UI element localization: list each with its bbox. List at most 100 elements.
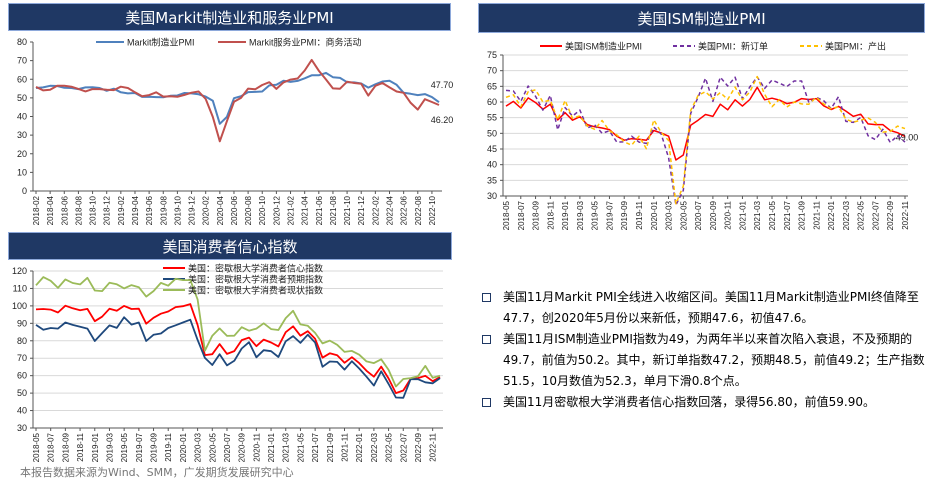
x-tick-label: 2019-03 [105, 432, 114, 462]
x-tick-label: 2022-03 [842, 200, 851, 230]
x-tick-label: 2021-12 [357, 195, 366, 225]
x-tick-label: 2020-10 [258, 195, 267, 225]
y-tick-label: 75 [487, 50, 497, 60]
y-tick-label: 50 [487, 128, 497, 138]
x-tick-label: 2019-11 [635, 200, 644, 229]
x-tick-label: 2020-11 [252, 432, 261, 461]
x-tick-label: 2022-07 [871, 200, 880, 230]
note-consumer: 美国11月密歇根大学消费者信心指数回落，录得56.80，前值59.90。 [480, 392, 925, 413]
y-tick-label: 120 [12, 266, 27, 276]
x-tick-label: 2019-01 [91, 432, 100, 462]
x-tick-label: 2020-12 [272, 195, 281, 225]
y-tick-label: 35 [487, 175, 497, 185]
x-tick-label: 2019-03 [576, 200, 585, 230]
x-tick-label: 2019-07 [135, 432, 144, 462]
x-tick-label: 2022-11 [901, 200, 910, 229]
x-tick-label: 2018-07 [517, 200, 526, 230]
series-line-1 [35, 58, 440, 143]
series-line-1 [505, 76, 906, 206]
x-tick-label: 2020-04 [216, 195, 225, 225]
x-tick-label: 2022-05 [857, 200, 866, 230]
y-tick-label: 80 [17, 336, 27, 346]
x-tick-label: 2020-03 [194, 432, 203, 462]
x-tick-label: 2019-01 [561, 200, 570, 230]
note-text: 美国11月ISM制造业PMI指数为49，为两年半以来首次陷入衰退，不及预期的49… [503, 332, 925, 388]
commentary-list: 美国11月Markit PMI全线进入收缩区间。美国11月Markit制造业PM… [480, 287, 925, 413]
x-tick-label: 2021-06 [315, 195, 324, 225]
y-tick-label: 55 [487, 113, 497, 123]
series-line-1 [35, 316, 441, 399]
x-tick-label: 2022-06 [400, 195, 409, 225]
x-tick-label: 2022-04 [386, 195, 395, 225]
x-tick-label: 2022-09 [414, 432, 423, 462]
x-tick-label: 2020-08 [244, 195, 253, 225]
note-ism: 美国11月ISM制造业PMI指数为49，为两年半以来首次陷入衰退，不及预期的49… [480, 329, 925, 392]
x-tick-label: 2021-09 [798, 200, 807, 230]
y-tick-label: 60 [487, 97, 497, 107]
x-tick-label: 2021-10 [343, 195, 352, 225]
x-tick-label: 2018-11 [76, 432, 85, 461]
x-tick-label: 2022-10 [428, 195, 437, 225]
chart-title-ism: 美国ISM制造业PMI [478, 3, 925, 33]
legend-label: 美国ISM制造业PMI [565, 41, 642, 52]
series-line-2 [35, 276, 441, 388]
x-tick-label: 2020-05 [679, 200, 688, 230]
y-tick-label: 60 [17, 371, 27, 381]
square-bullet-icon [482, 293, 491, 302]
x-tick-label: 2018-05 [502, 200, 511, 230]
x-tick-label: 2022-01 [827, 200, 836, 230]
x-tick-label: 2019-10 [173, 195, 182, 225]
legend-label: 美国：密歇根大学消费者信心指数 [188, 263, 323, 274]
x-tick-label: 2022-07 [399, 432, 408, 462]
y-tick-label: 40 [17, 112, 27, 122]
series-line-0 [505, 86, 906, 161]
x-tick-label: 2018-04 [46, 195, 55, 225]
x-tick-label: 2020-11 [724, 200, 733, 229]
x-tick-label: 2020-09 [238, 432, 247, 462]
note-markit: 美国11月Markit PMI全线进入收缩区间。美国11月Markit制造业PM… [480, 287, 925, 329]
x-tick-label: 2022-11 [429, 432, 438, 461]
series-line-2 [505, 75, 906, 205]
series-line-0 [35, 71, 440, 125]
y-tick-label: 40 [17, 406, 27, 416]
x-tick-label: 2018-12 [103, 195, 112, 225]
y-tick-label: 20 [17, 149, 27, 159]
x-tick-label: 2021-05 [768, 200, 777, 230]
x-tick-label: 2020-02 [202, 195, 211, 225]
x-tick-label: 2019-02 [117, 195, 126, 225]
x-tick-label: 2018-10 [89, 195, 98, 225]
consumer-confidence-chart: 30 40 50 60 70 80 90 100 110 120 2018-05 2018-07 201… [12, 263, 443, 462]
x-tick-label: 2018-09 [61, 432, 70, 462]
x-tick-label: 2022-05 [385, 432, 394, 462]
square-bullet-icon [482, 398, 491, 407]
x-tick-label: 2022-01 [355, 432, 364, 462]
x-tick-label: 2019-09 [150, 432, 159, 462]
x-tick-label: 2018-02 [32, 195, 41, 225]
x-tick-label: 2021-01 [267, 432, 276, 462]
x-tick-label: 2021-04 [301, 195, 310, 225]
x-tick-label: 2018-09 [532, 200, 541, 230]
data-label: 47.70 [431, 80, 454, 90]
x-tick-label: 2021-11 [341, 432, 350, 461]
x-tick-label: 2019-07 [605, 200, 614, 230]
y-tick-label: 100 [12, 301, 27, 311]
x-tick-label: 2019-04 [131, 195, 140, 225]
y-tick-label: 80 [17, 37, 27, 47]
x-tick-label: 2022-02 [371, 195, 380, 225]
x-tick-label: 2018-11 [546, 200, 555, 229]
x-tick-label: 2021-07 [783, 200, 792, 230]
y-tick-label: 10 [17, 167, 27, 177]
series-line-0 [35, 303, 441, 395]
y-tick-label: 30 [17, 130, 27, 140]
x-tick-label: 2021-08 [329, 195, 338, 225]
x-tick-label: 2019-05 [120, 432, 129, 462]
legend-label: 美国：密歇根大学消费者现状指数 [188, 285, 323, 296]
x-tick-label: 2018-05 [32, 432, 41, 462]
x-tick-label: 2021-02 [287, 195, 296, 225]
y-tick-label: 40 [487, 160, 497, 170]
legend-label: Markit制造业PMI [127, 37, 195, 48]
x-tick-label: 2020-03 [665, 200, 674, 230]
legend-label: 美国：密歇根大学消费者预期指数 [188, 274, 323, 285]
y-tick-label: 50 [17, 93, 27, 103]
chart-title-markit: 美国Markit制造业和服务业PMI [8, 3, 451, 31]
